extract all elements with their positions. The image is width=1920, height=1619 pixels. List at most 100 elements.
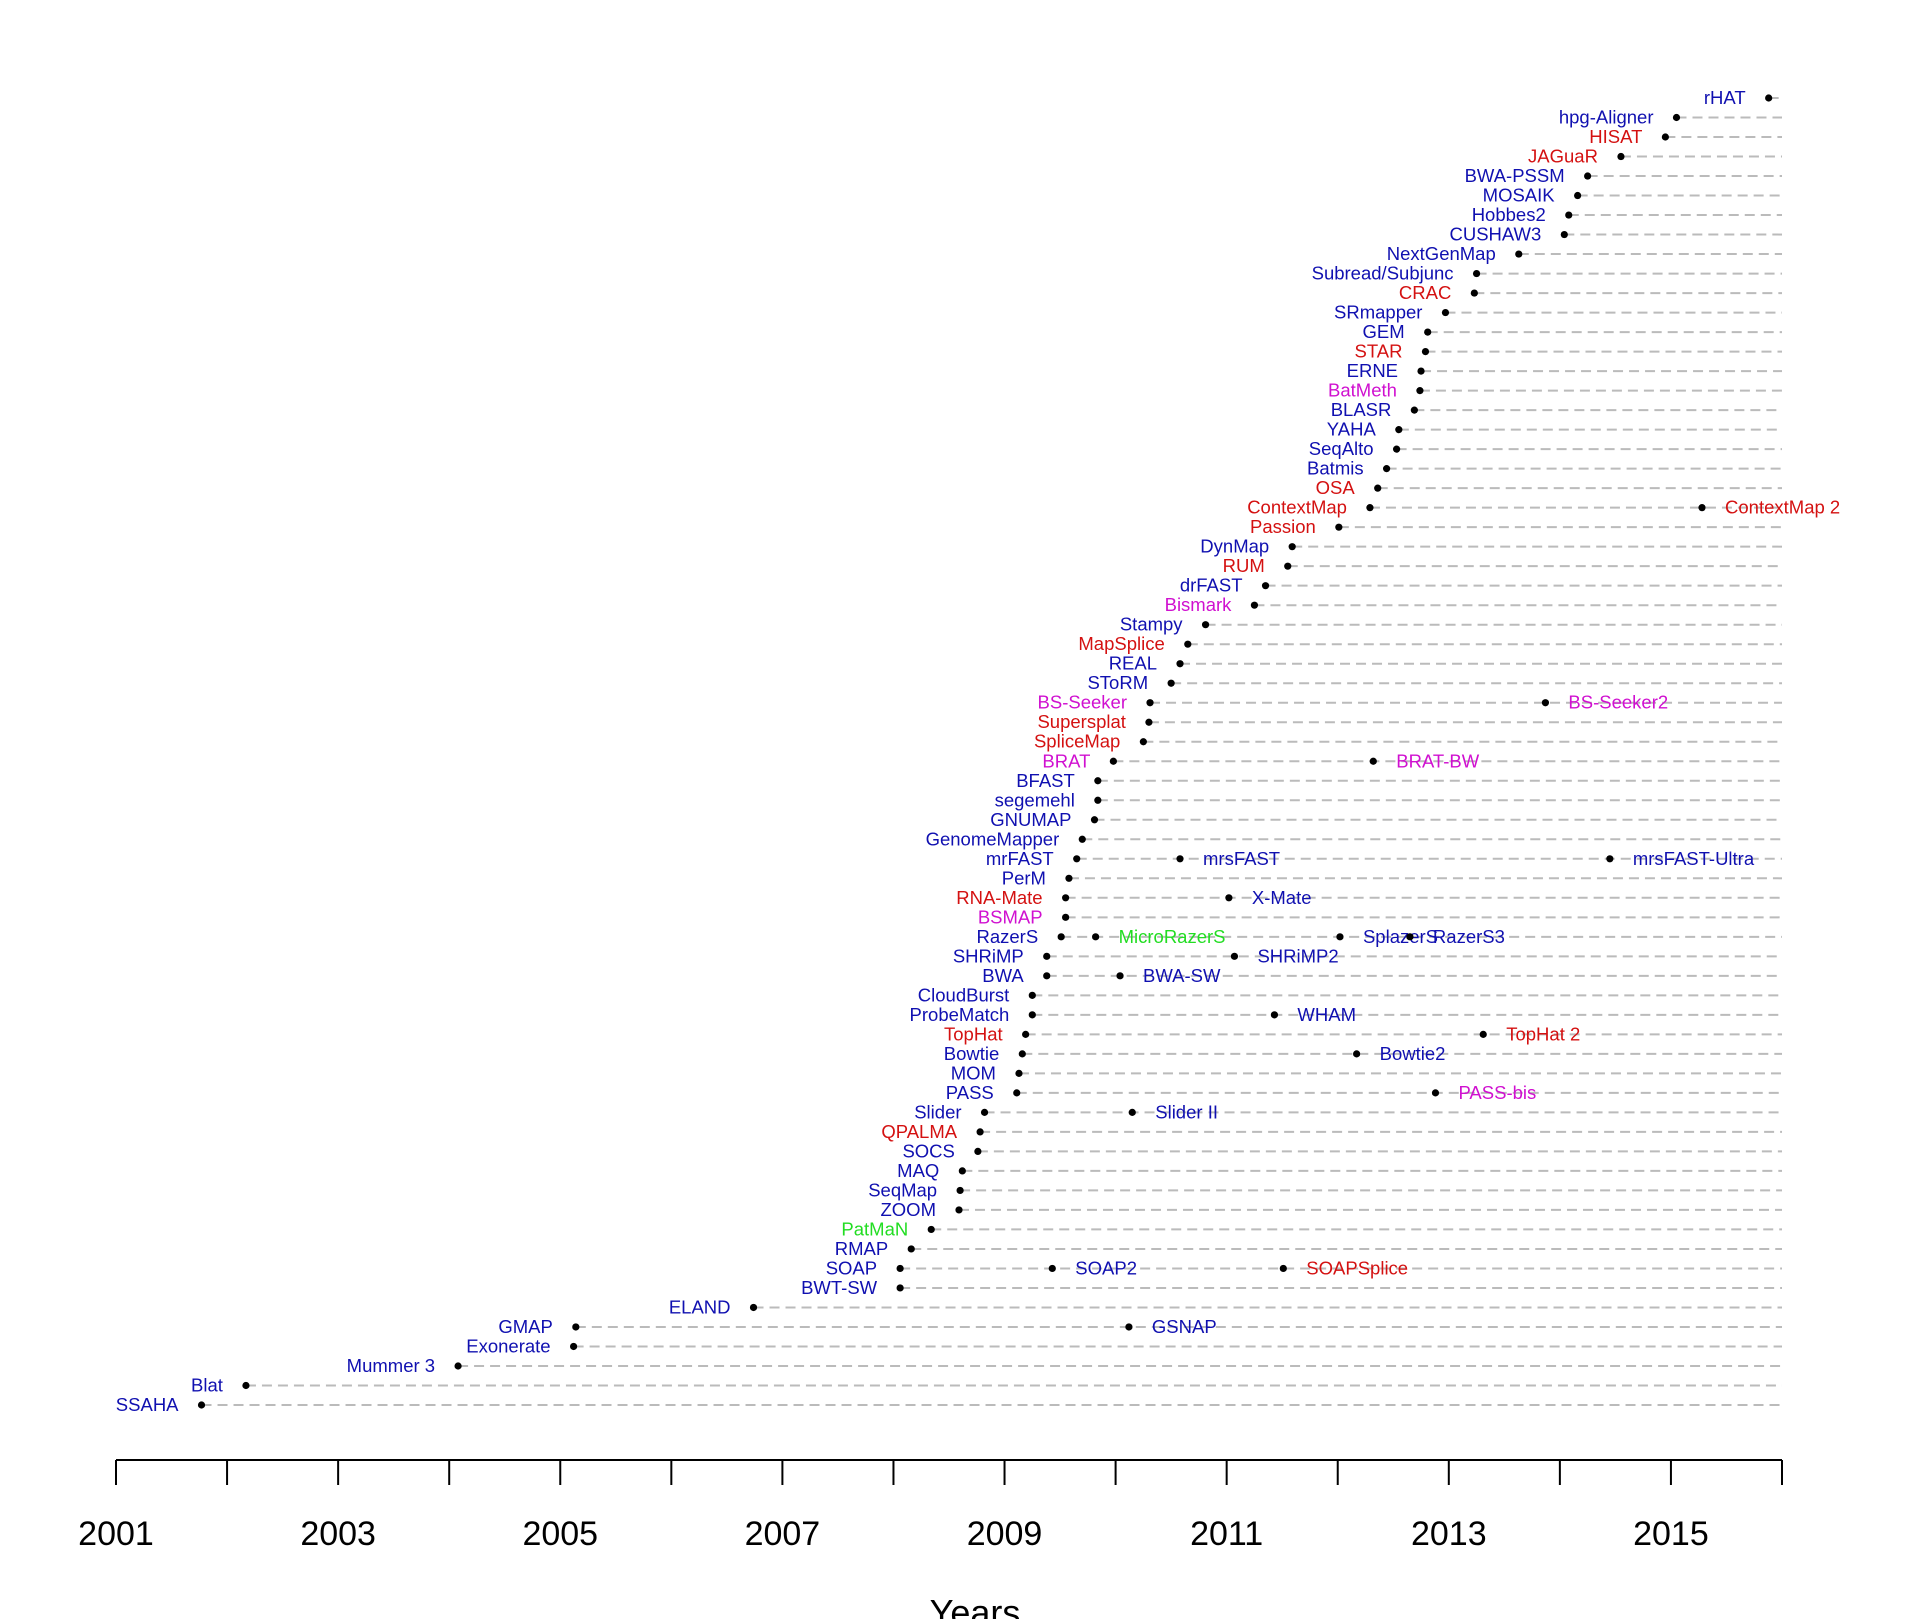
- tool-label: Bismark: [1165, 594, 1233, 615]
- tool-point: [197, 1401, 206, 1409]
- successor-point: [1479, 1030, 1487, 1038]
- tool-point: [454, 1362, 462, 1370]
- successor-point: [1225, 894, 1233, 902]
- tool-point: [1013, 1089, 1021, 1097]
- tool-label: MapSplice: [1078, 633, 1164, 654]
- x-tick-label: 2009: [967, 1515, 1043, 1553]
- x-tick-label: 2015: [1633, 1515, 1709, 1553]
- tool-point: [1078, 835, 1086, 843]
- tool-point: [1065, 874, 1073, 882]
- tool-label: Exonerate: [466, 1335, 550, 1356]
- successor-label: mrsFAST-Ultra: [1633, 848, 1755, 869]
- tool-label: Stampy: [1120, 614, 1183, 635]
- successor-point: [1128, 1108, 1136, 1116]
- tool-label: hpg-Aligner: [1559, 107, 1654, 128]
- tool-label: SOCS: [902, 1140, 954, 1161]
- tool-point: [1090, 816, 1099, 824]
- successor-label: mrsFAST: [1203, 848, 1280, 869]
- tool-point: [1417, 367, 1425, 375]
- tool-point: [1062, 894, 1070, 902]
- tool-label: PASS: [946, 1082, 994, 1103]
- tool-label: Passion: [1250, 516, 1316, 537]
- successor-point: [1116, 972, 1124, 980]
- tool-point: [1424, 328, 1432, 336]
- tool-point: [1441, 308, 1450, 317]
- tool-label: YAHA: [1327, 419, 1377, 440]
- tool-label: drFAST: [1180, 575, 1243, 596]
- tool-label: DynMap: [1200, 536, 1269, 557]
- tool-label: ProbeMatch: [910, 1004, 1010, 1025]
- tool-point: [1366, 504, 1374, 512]
- tool-point: [1470, 289, 1478, 297]
- tool-point: [1043, 952, 1051, 960]
- tool-point: [1028, 991, 1036, 999]
- successor-point: [1270, 1011, 1279, 1019]
- tool-point: [749, 1303, 758, 1312]
- successor-label: MicroRazerS: [1119, 926, 1226, 947]
- x-axis-title: Years: [930, 1592, 1021, 1619]
- tool-label: RazerS: [976, 926, 1038, 947]
- x-tick-label: 2011: [1190, 1515, 1263, 1553]
- tool-point: [1395, 426, 1403, 434]
- tool-label: CRAC: [1399, 282, 1451, 303]
- tool-label: MAQ: [897, 1160, 939, 1181]
- tool-point: [1284, 562, 1292, 570]
- successor-point: [1125, 1323, 1133, 1331]
- tool-point: [1672, 113, 1681, 122]
- tool-label: GNUMAP: [990, 809, 1071, 830]
- tool-label: ELAND: [669, 1296, 731, 1317]
- tool-point: [927, 1225, 935, 1234]
- tool-point: [1661, 133, 1669, 141]
- tool-point: [1139, 738, 1147, 746]
- successor-label: GSNAP: [1152, 1316, 1217, 1337]
- tool-point: [1288, 543, 1296, 551]
- tool-label: PerM: [1002, 867, 1046, 888]
- tool-point: [242, 1381, 250, 1390]
- tool-point: [1410, 406, 1418, 414]
- successor-label: BS-Seeker2: [1568, 692, 1668, 713]
- tool-label: MOM: [951, 1062, 996, 1083]
- tool-point: [955, 1206, 963, 1214]
- tool-point: [1184, 640, 1192, 648]
- tool-point: [1421, 347, 1430, 356]
- tool-label: PatMaN: [841, 1218, 908, 1239]
- tool-label: Batmis: [1307, 458, 1364, 479]
- tool-point: [1146, 699, 1154, 707]
- tool-point: [1565, 211, 1573, 219]
- tool-point: [1062, 913, 1070, 921]
- successor-point: [1606, 855, 1614, 863]
- tool-point: [1374, 484, 1382, 492]
- successor-point: [1176, 855, 1184, 863]
- successor-label: PASS-bis: [1458, 1082, 1536, 1103]
- tool-label: GMAP: [498, 1316, 552, 1337]
- tool-label: QPALMA: [881, 1121, 957, 1142]
- tool-label: Subread/Subjunc: [1312, 263, 1454, 284]
- tool-label: BSMAP: [978, 906, 1043, 927]
- tool-point: [1057, 933, 1065, 941]
- successor-point: [1353, 1050, 1361, 1058]
- tool-point: [1392, 445, 1401, 453]
- tool-label: Mummer 3: [347, 1355, 435, 1376]
- tool-point: [1022, 1030, 1030, 1038]
- tool-point: [980, 1108, 989, 1116]
- tool-point: [1094, 777, 1102, 785]
- tool-point: [1018, 1050, 1026, 1058]
- tool-point: [1584, 172, 1592, 180]
- x-tick-label: 2001: [78, 1515, 154, 1553]
- tool-label: BWA: [982, 965, 1024, 986]
- tool-label: segemehl: [995, 789, 1075, 810]
- successor-label: SOAP2: [1075, 1257, 1137, 1278]
- tool-label: BFAST: [1016, 770, 1075, 791]
- tool-label: SRmapper: [1334, 302, 1422, 323]
- tool-label: BRAT: [1042, 750, 1090, 771]
- x-tick-label: 2013: [1411, 1515, 1487, 1553]
- tool-label: Blat: [191, 1374, 223, 1395]
- tool-point: [1109, 757, 1117, 765]
- successor-label: ContextMap 2: [1725, 497, 1840, 518]
- tool-label: BWA-PSSM: [1465, 165, 1565, 186]
- tool-point: [1472, 269, 1481, 278]
- guide-lines: [201, 97, 1782, 1406]
- successor-label: WHAM: [1297, 1004, 1356, 1025]
